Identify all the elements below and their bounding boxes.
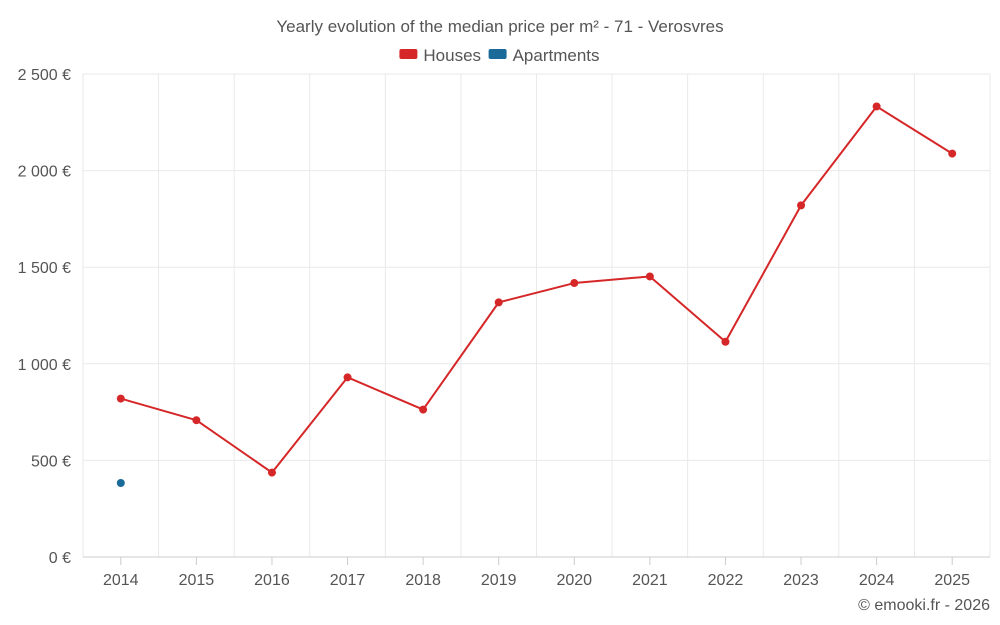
y-tick-label: 1 500 € — [18, 260, 71, 277]
y-axis-tick-labels: 0 € 500 € 1 000 € 1 500 € 2 000 € 2 500 € — [18, 67, 71, 567]
x-tick-label: 2015 — [179, 572, 215, 589]
series-apartments — [116, 479, 125, 488]
data-point[interactable] — [419, 405, 428, 414]
chart-title: Yearly evolution of the median price per… — [276, 17, 723, 36]
data-point[interactable] — [192, 416, 201, 425]
data-point[interactable] — [494, 298, 503, 307]
data-point[interactable] — [116, 479, 125, 488]
grid-lines — [82, 73, 991, 557]
x-tick-label: 2016 — [254, 572, 290, 589]
x-tick-label: 2022 — [708, 572, 744, 589]
credit-text: © emooki.fr - 2026 — [858, 597, 990, 614]
x-tick-label: 2019 — [481, 572, 517, 589]
x-tick-label: 2023 — [783, 572, 819, 589]
data-point[interactable] — [797, 201, 806, 210]
series-houses — [116, 102, 957, 477]
legend-label: Apartments — [513, 46, 600, 65]
data-point[interactable] — [570, 279, 579, 288]
x-tick-label: 2024 — [859, 572, 895, 589]
y-tick-label: 1 000 € — [18, 357, 71, 374]
data-point[interactable] — [721, 337, 730, 346]
x-tick-label: 2025 — [934, 572, 970, 589]
x-tick-label: 2017 — [330, 572, 366, 589]
data-point[interactable] — [267, 468, 276, 477]
series — [116, 102, 957, 488]
x-tick-label: 2018 — [405, 572, 441, 589]
data-point[interactable] — [343, 373, 352, 382]
legend-label: Houses — [423, 46, 481, 65]
y-tick-label: 2 000 € — [18, 164, 71, 181]
legend: Houses Apartments — [399, 46, 600, 65]
data-point[interactable] — [116, 394, 125, 403]
x-axis-tick-labels: 2014 2015 2016 2017 2018 2019 2020 2021 2022 2023… — [103, 572, 970, 589]
x-tick-label: 2020 — [556, 572, 592, 589]
axes — [83, 556, 990, 565]
series-line — [120, 105, 953, 474]
y-tick-label: 0 € — [49, 550, 71, 567]
data-point[interactable] — [872, 102, 881, 111]
y-tick-label: 500 € — [31, 453, 71, 470]
legend-swatch — [488, 49, 507, 59]
x-tick-label: 2014 — [103, 572, 139, 589]
legend-item-houses[interactable]: Houses — [399, 46, 481, 65]
legend-item-apartments[interactable]: Apartments — [488, 46, 600, 65]
data-point[interactable] — [948, 149, 957, 158]
y-tick-label: 2 500 € — [18, 67, 71, 84]
legend-swatch — [399, 49, 418, 59]
data-point[interactable] — [645, 272, 654, 281]
x-tick-label: 2021 — [632, 572, 668, 589]
